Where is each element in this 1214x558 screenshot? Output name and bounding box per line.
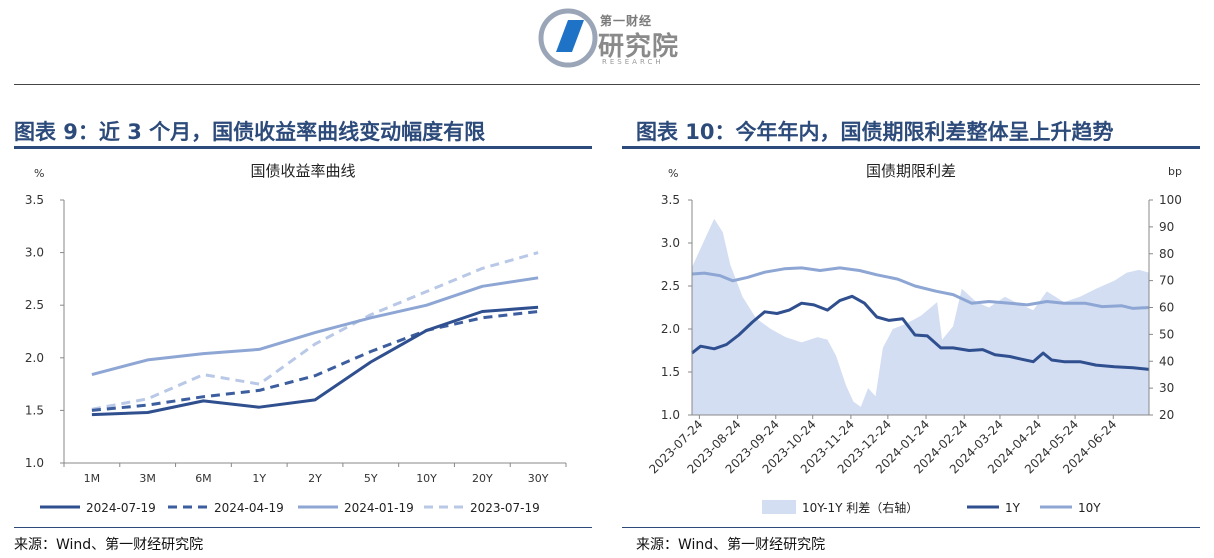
x-tick-label: 3M [139, 472, 156, 485]
legend-swatch [762, 500, 796, 514]
y-tick-label: 3.0 [661, 236, 680, 250]
legend-label: 1Y [1005, 501, 1021, 515]
right-figure-title: 图表 10：今年年内，国债期限利差整体呈上升趋势 [636, 120, 1114, 144]
y-tick-label: 3.0 [25, 246, 44, 260]
logo-small-text: 第一财经 [600, 14, 653, 28]
y2-tick-label: 70 [1159, 274, 1174, 288]
y-tick-label: 3.5 [661, 193, 680, 207]
y2-tick-label: 50 [1159, 327, 1174, 341]
y2-tick-label: 90 [1159, 220, 1174, 234]
y-axis-unit: % [34, 167, 44, 180]
right-source-rule [622, 527, 1200, 528]
brand-logo: 第一财经 研究院 RESEARCH [538, 6, 688, 70]
x-tick-label: 30Y [528, 472, 549, 485]
y-tick-label: 1.5 [661, 365, 680, 379]
left-source: 来源：Wind、第一财经研究院 [14, 537, 204, 553]
legend-label: 2023-07-19 [470, 501, 540, 515]
y2-tick-label: 100 [1159, 193, 1182, 207]
chart-title: 国债期限利差 [866, 162, 956, 180]
y2-tick-label: 30 [1159, 381, 1174, 395]
left-title-rule [14, 146, 592, 149]
logo-sub-text: RESEARCH [602, 58, 664, 66]
legend-label: 2024-07-19 [86, 501, 156, 515]
logo-emblem-icon [538, 8, 598, 68]
y2-axis-unit: bp [1168, 165, 1182, 178]
y-tick-label: 2.5 [661, 279, 680, 293]
y-tick-label: 1.0 [661, 408, 680, 422]
y2-tick-label: 60 [1159, 301, 1174, 315]
y-axis-unit: % [668, 167, 678, 180]
x-tick-label: 1Y [252, 472, 266, 485]
right-source: 来源：Wind、第一财经研究院 [636, 537, 826, 553]
left-figure-title: 图表 9：近 3 个月，国债收益率曲线变动幅度有限 [14, 120, 486, 144]
x-tick-label: 5Y [364, 472, 378, 485]
y-tick-label: 3.5 [25, 193, 44, 207]
series-line-1Y [691, 294, 1150, 371]
x-tick-label: 1M [84, 472, 101, 485]
legend-label: 10Y-1Y 利差（右轴） [802, 500, 918, 515]
logo-main-text: 研究院 [598, 32, 680, 62]
legend-label: 2024-04-19 [214, 501, 284, 515]
x-tick-label: 20Y [472, 472, 493, 485]
x-tick-label: 10Y [416, 472, 437, 485]
yield-curve-chart: 国债收益率曲线% 3.5 3.0 2.5 2.0 1.5 1.0 1M 3M 6M 1Y 2Y 5Y 10… [25, 162, 567, 515]
y-tick-label: 2.0 [661, 322, 680, 336]
right-title-rule [622, 146, 1200, 149]
y2-tick-label: 80 [1159, 247, 1174, 261]
series-line-2024-07-19 [91, 305, 539, 417]
header-divider [14, 84, 1200, 85]
y-tick-label: 2.5 [25, 298, 44, 312]
y-tick-label: 1.5 [25, 403, 44, 417]
y-tick-label: 2.0 [25, 351, 44, 365]
x-tick-label: 2Y [308, 472, 322, 485]
y2-tick-label: 20 [1159, 408, 1174, 422]
legend-label: 2024-01-19 [344, 501, 414, 515]
y2-tick-label: 40 [1159, 354, 1174, 368]
chart-title: 国债收益率曲线 [250, 162, 355, 180]
x-tick-label: 6M [195, 472, 212, 485]
series-line-2024-01-19 [91, 276, 539, 377]
series-line-2023-07-19 [91, 251, 539, 411]
legend-label: 10Y [1078, 501, 1101, 515]
left-source-rule [14, 527, 592, 528]
y-tick-label: 1.0 [25, 456, 44, 470]
term-spread-chart: 国债期限利差% bp 3.5 3.0 2.5 2.0 1.5 1.0 100 90 80 70 60 50… [646, 162, 1182, 515]
spread-area [692, 218, 1149, 415]
series-line-2024-04-19 [91, 310, 539, 412]
series-line-10Y [691, 266, 1150, 310]
